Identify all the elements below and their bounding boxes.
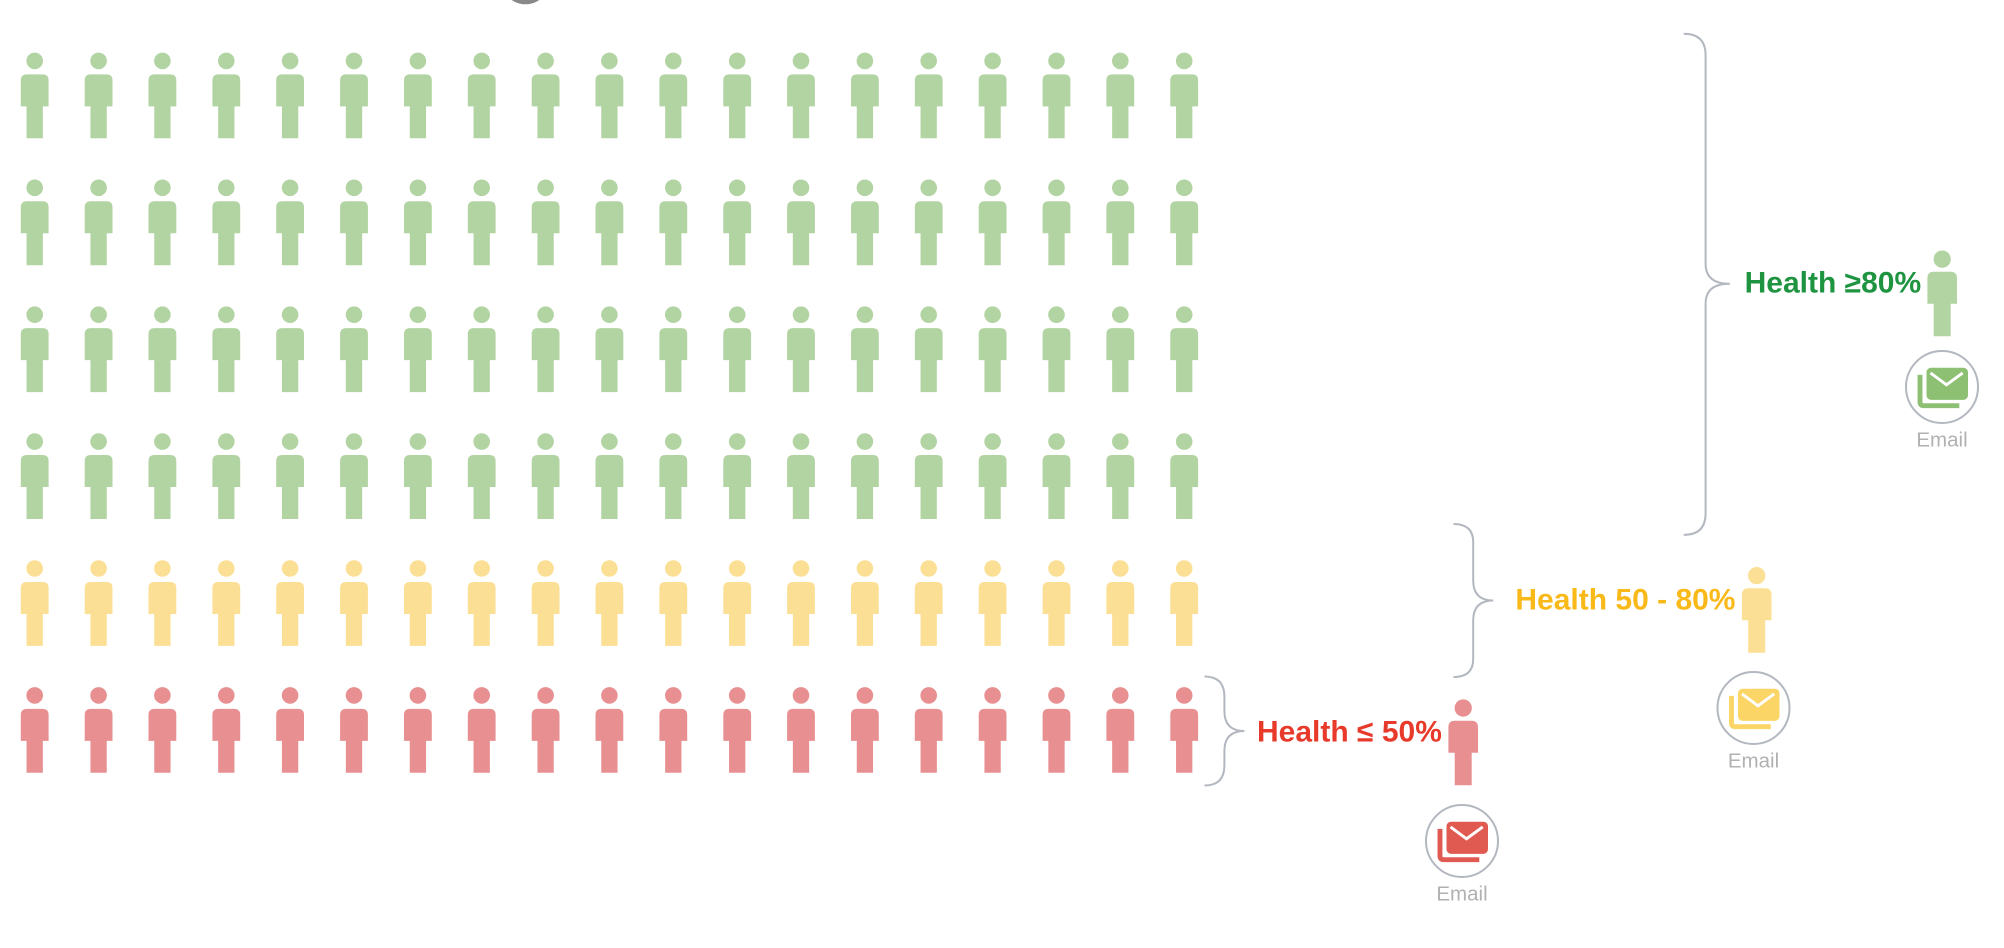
svg-text:Email: Email (1916, 429, 1967, 452)
svg-text:Health ≥80%: Health ≥80% (1745, 267, 1922, 300)
svg-text:Email: Email (1436, 883, 1487, 906)
svg-text:Health ≤ 50%: Health ≤ 50% (1257, 716, 1442, 749)
svg-text:Email: Email (1728, 750, 1779, 773)
svg-text:Health 50 - 80%: Health 50 - 80% (1515, 584, 1735, 617)
